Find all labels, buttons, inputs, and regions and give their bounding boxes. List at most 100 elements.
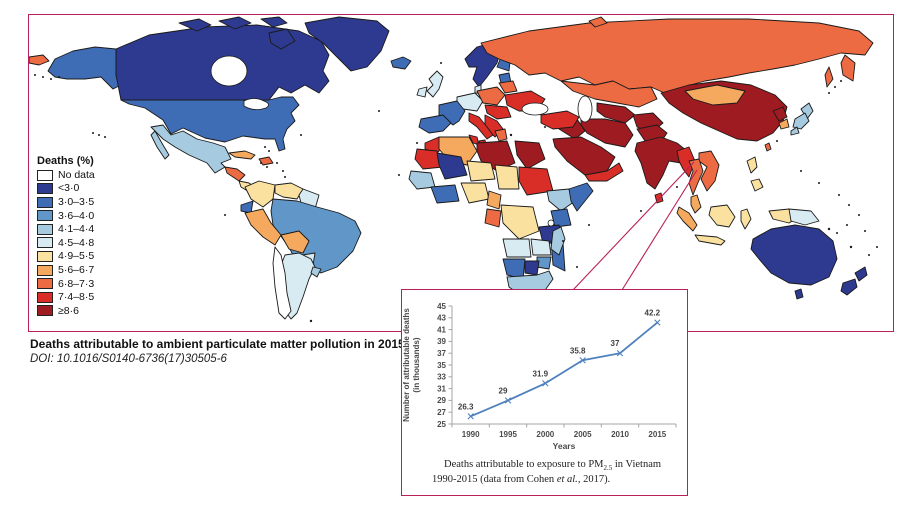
region-turkey xyxy=(540,110,580,130)
legend-item: 4·5–4·8 xyxy=(37,236,95,249)
region-sulawesi xyxy=(740,208,752,230)
island-specks xyxy=(34,62,878,323)
point-label: 37 xyxy=(611,339,620,348)
region-borneo xyxy=(708,204,736,228)
legend-swatch xyxy=(37,237,53,249)
x-tick-label: 2010 xyxy=(611,430,629,439)
region-new_zealand xyxy=(840,278,858,296)
legend-swatch xyxy=(37,278,53,290)
region-java xyxy=(694,234,726,246)
inset-caption: Deaths attributable to exposure to PM2.5… xyxy=(402,458,687,487)
region-cameroon xyxy=(486,190,502,210)
region-italy xyxy=(468,112,494,140)
legend-swatch xyxy=(37,251,53,263)
legend-item: 3·6–4·0 xyxy=(37,209,95,222)
region-venezuela xyxy=(274,182,304,200)
y-axis-title-line1: Number of attributable deaths xyxy=(402,308,411,422)
map-legend: Deaths (%) No data <3·0 3·0–3·5 3·6–4·0 4·1–… xyxy=(37,155,95,320)
legend-swatch xyxy=(37,291,53,303)
legend-item-label: 3·6–4·0 xyxy=(58,209,95,222)
region-mauritania xyxy=(414,148,444,170)
legend-item-label: 3·0–3·5 xyxy=(58,195,95,208)
legend-swatch xyxy=(37,183,53,195)
region-new_zealand xyxy=(854,266,868,282)
region-mali xyxy=(436,152,468,180)
region-ghana_ivory xyxy=(430,184,460,204)
region-taiwan xyxy=(764,142,772,152)
region-canada xyxy=(218,16,252,30)
point-label: 29 xyxy=(499,386,508,395)
region-mongolia xyxy=(684,84,746,106)
region-drc xyxy=(500,204,540,240)
x-tick-label: 1990 xyxy=(462,430,480,439)
legend-swatch xyxy=(37,305,53,317)
region-madagascar xyxy=(550,226,566,256)
region-niger xyxy=(466,160,496,182)
y-tick-label: 45 xyxy=(437,302,446,311)
point-label: 31.9 xyxy=(533,369,549,378)
legend-item: ≥8·6 xyxy=(37,305,95,317)
region-uruguay xyxy=(310,266,322,278)
region-uk xyxy=(426,70,444,98)
x-tick-label: 1995 xyxy=(499,430,517,439)
legend-item-label: 6·8–7·3 xyxy=(58,277,95,290)
legend-swatch xyxy=(37,264,53,276)
region-poland_czech xyxy=(476,86,506,106)
region-russia xyxy=(588,16,608,28)
region-sudan xyxy=(518,166,554,196)
region-malaysia xyxy=(690,194,702,214)
region-canada xyxy=(178,18,212,32)
marker-x xyxy=(579,357,586,364)
region-bolivia xyxy=(280,230,310,254)
marker-x xyxy=(654,319,661,326)
region-south_korea xyxy=(778,118,790,130)
point-label: 35.8 xyxy=(570,346,586,355)
x-axis-title: Years xyxy=(553,441,576,451)
region-russia xyxy=(840,54,856,82)
map-landmasses xyxy=(29,16,874,320)
marker-x xyxy=(504,397,512,404)
region-australia xyxy=(750,224,838,286)
legend-item: 6·8–7·3 xyxy=(37,277,95,290)
y-tick-label: 31 xyxy=(437,384,446,393)
legend-item-label: <3·0 xyxy=(58,182,80,195)
legend-item-label: 5·6–6·7 xyxy=(58,263,95,276)
x-tick-label: 2015 xyxy=(648,430,666,439)
x-tick-label: 2005 xyxy=(574,430,592,439)
inset-caption-sub: 2.5 xyxy=(603,464,613,473)
legend-swatch xyxy=(37,210,53,222)
region-peru xyxy=(244,208,282,246)
map-caption-doi: DOI: 10.1016/S0140-6736(17)30505-6 xyxy=(30,353,227,365)
point-label: 26.3 xyxy=(458,402,474,411)
region-ireland xyxy=(416,86,428,98)
y-tick-label: 27 xyxy=(437,408,446,417)
y-tick-label: 33 xyxy=(437,373,446,382)
legend-item-label: 4·5–4·8 xyxy=(58,236,95,249)
region-central_america_north xyxy=(224,166,246,182)
legend-items: No data <3·0 3·0–3·5 3·6–4·0 4·1–4·4 4·5–4·8 4… xyxy=(37,169,95,317)
region-iberia xyxy=(418,114,452,134)
map-caption: Deaths attributable to ambient particula… xyxy=(30,337,405,365)
y-axis-title-line2: (in thousands) xyxy=(412,337,421,393)
legend-item: 5·6–6·7 xyxy=(37,263,95,276)
region-canada xyxy=(268,28,296,50)
legend-item-label: 4·1–4·4 xyxy=(58,223,95,236)
legend-item: <3·0 xyxy=(37,182,95,195)
region-romania_hungary xyxy=(484,104,512,120)
region-angola xyxy=(502,238,532,258)
legend-item: No data xyxy=(37,169,95,181)
point-label: 42.2 xyxy=(645,309,661,318)
y-tick-label: 25 xyxy=(437,420,446,429)
region-canada xyxy=(260,16,288,28)
inset-chart: 25 27 29 31 33 35 37 39 41 43 45 1990 1995 2000 2005 20… xyxy=(437,302,677,451)
region-russia xyxy=(824,66,834,88)
region-papua_new_guinea xyxy=(788,208,820,226)
marker-x xyxy=(542,380,549,387)
marker-x xyxy=(616,350,624,357)
region-alaska xyxy=(47,46,122,90)
inset-caption-pre: Deaths attributable to exposure to PM xyxy=(444,459,604,470)
region-nigeria xyxy=(460,182,490,204)
region-japan xyxy=(792,112,810,130)
legend-swatch xyxy=(37,169,53,181)
y-tick-label: 37 xyxy=(437,349,446,358)
